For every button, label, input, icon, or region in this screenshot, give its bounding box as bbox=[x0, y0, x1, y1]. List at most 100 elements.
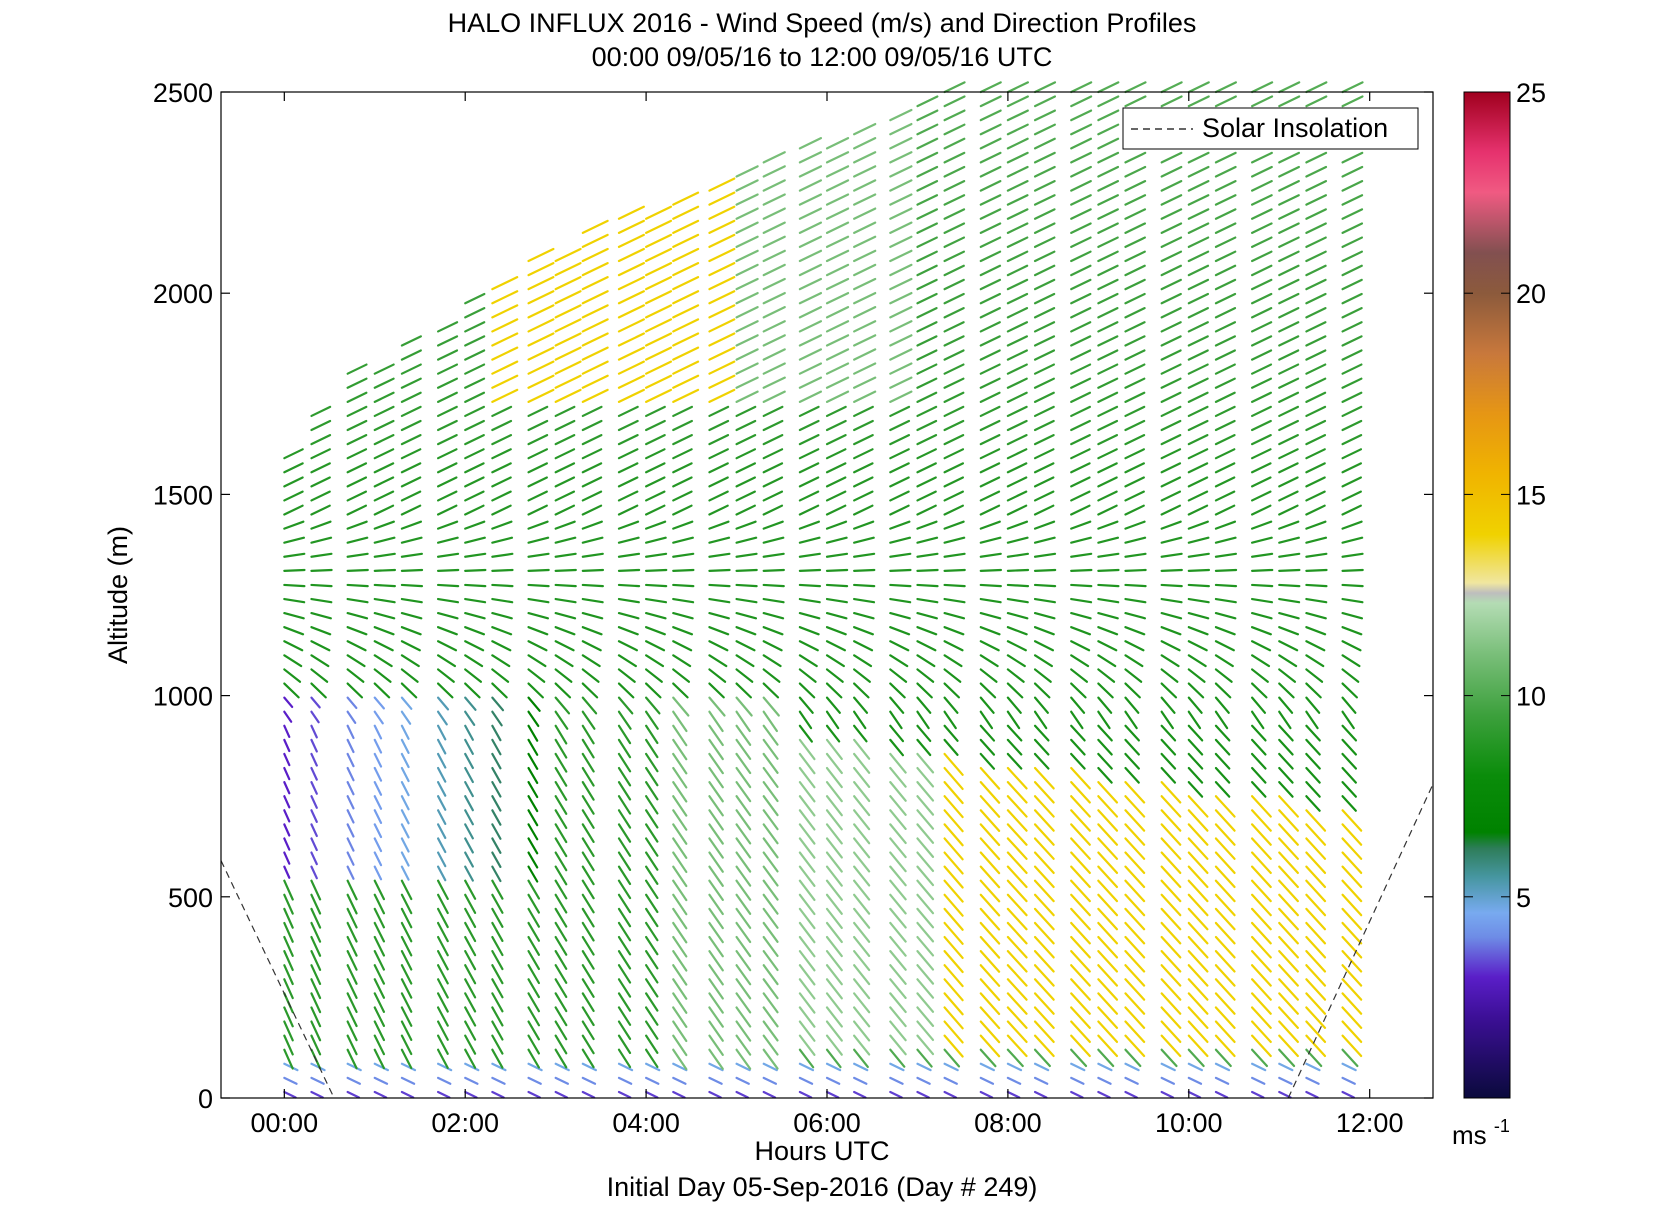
wind-barb bbox=[917, 585, 937, 586]
legend-solar-label: Solar Insolation bbox=[1202, 113, 1388, 143]
wind-barb bbox=[764, 585, 784, 586]
wind-barb bbox=[402, 570, 422, 571]
wind-barb bbox=[438, 585, 458, 586]
wind-barb bbox=[348, 585, 368, 586]
wind-barb bbox=[1189, 82, 1209, 92]
wind-barb bbox=[945, 570, 965, 571]
wind-barb bbox=[673, 570, 693, 571]
x-tick-label: 08:00 bbox=[974, 1108, 1042, 1138]
wind-barb bbox=[284, 570, 304, 571]
wind-barb bbox=[764, 570, 784, 571]
wind-barb bbox=[1162, 585, 1182, 586]
wind-barb bbox=[1343, 82, 1363, 92]
wind-barb bbox=[646, 585, 666, 586]
wind-barb bbox=[1189, 585, 1209, 586]
wind-barb bbox=[827, 570, 847, 571]
legend: Solar Insolation bbox=[1123, 108, 1418, 149]
colorbar bbox=[1464, 92, 1510, 1098]
plot-area bbox=[221, 92, 1433, 1098]
colorbar-unit-base: ms bbox=[1452, 1120, 1487, 1150]
wind-barb bbox=[1071, 82, 1091, 92]
colorbar-unit-exponent: -1 bbox=[1494, 1116, 1510, 1136]
x-tick-label: 04:00 bbox=[612, 1108, 680, 1138]
wind-barb bbox=[709, 585, 729, 586]
wind-barb bbox=[737, 585, 757, 586]
wind-barb bbox=[1216, 82, 1236, 92]
y-axis-label: Altitude (m) bbox=[103, 526, 133, 664]
wind-barb bbox=[438, 570, 458, 571]
wind-barb bbox=[800, 570, 820, 571]
wind-barb bbox=[1343, 570, 1363, 571]
footer-text: Initial Day 05-Sep-2016 (Day # 249) bbox=[607, 1172, 1038, 1202]
wind-barb bbox=[1306, 570, 1326, 571]
y-tick-label: 2000 bbox=[153, 279, 213, 309]
wind-barb bbox=[1098, 585, 1118, 586]
wind-barb bbox=[583, 585, 603, 586]
wind-barb bbox=[1252, 82, 1272, 92]
colorbar-tick-label: 15 bbox=[1516, 480, 1546, 510]
wind-barb bbox=[1343, 585, 1363, 586]
wind-barb bbox=[529, 570, 549, 571]
wind-barb bbox=[284, 585, 304, 586]
wind-barb bbox=[1252, 570, 1272, 571]
y-tick-label: 1000 bbox=[153, 682, 213, 712]
wind-barb bbox=[1279, 82, 1299, 92]
wind-barb bbox=[673, 585, 693, 586]
wind-barb bbox=[1189, 570, 1209, 571]
wind-barb bbox=[1125, 570, 1145, 571]
colorbar-tick-label: 25 bbox=[1516, 78, 1546, 108]
wind-barb bbox=[1306, 585, 1326, 586]
y-tick-label: 1500 bbox=[153, 480, 213, 510]
wind-barb bbox=[311, 585, 331, 586]
wind-barb bbox=[583, 570, 603, 571]
y-tick-label: 2500 bbox=[153, 78, 213, 108]
wind-barb bbox=[854, 570, 874, 571]
wind-barb bbox=[1071, 585, 1091, 586]
colorbar-tick-label: 20 bbox=[1516, 279, 1546, 309]
wind-barb bbox=[556, 585, 576, 586]
wind-barb bbox=[646, 570, 666, 571]
colorbar-tick-label: 10 bbox=[1516, 682, 1546, 712]
wind-barb bbox=[348, 570, 368, 571]
wind-barb bbox=[492, 570, 512, 571]
wind-barb bbox=[981, 585, 1001, 586]
wind-barb bbox=[375, 570, 395, 571]
x-tick-label: 12:00 bbox=[1336, 1108, 1404, 1138]
wind-barb bbox=[619, 570, 639, 571]
wind-barb bbox=[1035, 570, 1055, 571]
wind-barb bbox=[492, 585, 512, 586]
wind-barb bbox=[854, 585, 874, 586]
wind-barb bbox=[1125, 585, 1145, 586]
wind-barb bbox=[981, 82, 1001, 92]
wind-barb bbox=[402, 585, 422, 586]
wind-barb bbox=[709, 570, 729, 571]
colorbar-unit: ms -1 bbox=[1452, 1116, 1510, 1150]
wind-barb bbox=[1252, 585, 1272, 586]
wind-barb bbox=[827, 585, 847, 586]
wind-barb bbox=[1098, 570, 1118, 571]
wind-barb bbox=[465, 570, 485, 571]
chart-title: HALO INFLUX 2016 - Wind Speed (m/s) and … bbox=[448, 8, 1197, 38]
wind-barb bbox=[1306, 82, 1326, 92]
wind-barb bbox=[1216, 570, 1236, 571]
wind-barb bbox=[465, 585, 485, 586]
wind-barb bbox=[890, 585, 910, 586]
wind-barb bbox=[1216, 585, 1236, 586]
wind-barb bbox=[1279, 585, 1299, 586]
wind-barb bbox=[529, 585, 549, 586]
wind-barb bbox=[1162, 570, 1182, 571]
x-tick-label: 02:00 bbox=[431, 1108, 499, 1138]
wind-barb bbox=[1008, 570, 1028, 571]
wind-barb bbox=[311, 570, 331, 571]
x-tick-label: 06:00 bbox=[793, 1108, 861, 1138]
wind-barb bbox=[1035, 82, 1055, 92]
wind-barb bbox=[1279, 570, 1299, 571]
wind-barb bbox=[737, 570, 757, 571]
wind-barb bbox=[945, 585, 965, 586]
wind-barb bbox=[1098, 82, 1118, 92]
colorbar-tick-label: 5 bbox=[1516, 883, 1531, 913]
wind-barb bbox=[890, 570, 910, 571]
wind-barb bbox=[375, 585, 395, 586]
wind-barb bbox=[1071, 570, 1091, 571]
